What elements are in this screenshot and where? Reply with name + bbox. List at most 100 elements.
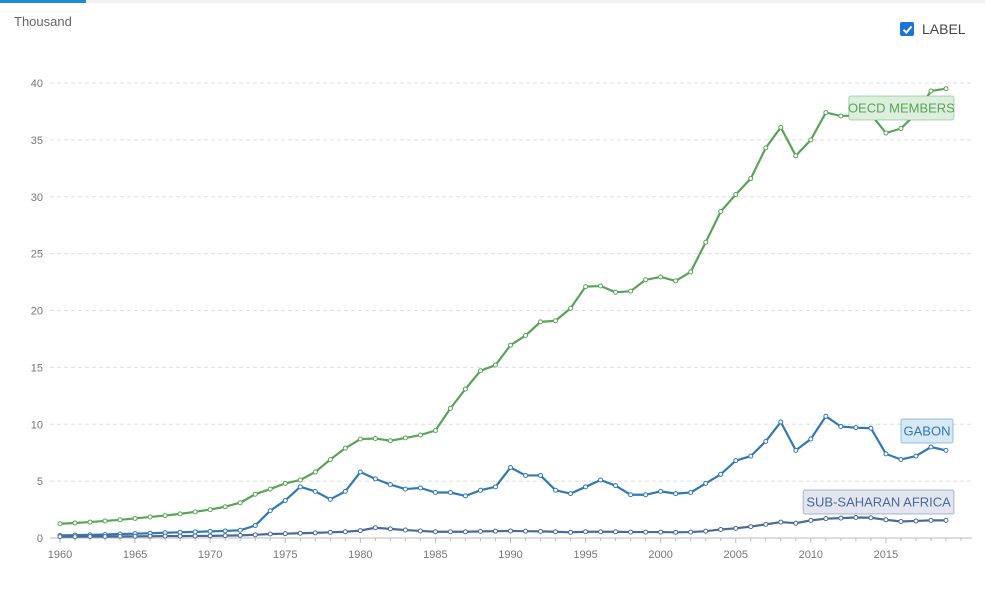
y-tick-label-25: 25 [31, 249, 43, 261]
data-point-oecd-members [703, 239, 709, 245]
data-point-gabon [928, 444, 934, 450]
data-point-oecd-members [748, 176, 754, 182]
data-point-oecd-members [658, 274, 664, 280]
data-point-oecd-members [117, 517, 123, 523]
data-point-sub-saharan-africa [387, 526, 393, 532]
data-point-sub-saharan-africa [673, 529, 679, 535]
data-point-oecd-members [598, 283, 604, 289]
data-point-oecd-members [147, 514, 153, 520]
data-point-sub-saharan-africa [312, 530, 318, 536]
data-point-gabon [913, 453, 919, 459]
data-point-sub-saharan-africa [853, 515, 859, 521]
data-point-gabon [192, 529, 198, 535]
series-label-gabon: GABON [900, 418, 954, 444]
data-point-oecd-members [583, 284, 589, 290]
data-point-gabon [102, 531, 108, 537]
data-point-sub-saharan-africa [913, 518, 919, 524]
data-point-sub-saharan-africa [688, 529, 694, 535]
data-point-gabon [808, 436, 814, 442]
x-tick-label-1970: 1970 [198, 549, 222, 561]
series-line-sub-saharan-africa [60, 516, 946, 538]
label-toggle-text: LABEL [922, 21, 966, 37]
data-point-sub-saharan-africa [793, 520, 799, 526]
series-label-oecd-members: OECD MEMBERS [848, 95, 955, 121]
data-point-gabon [87, 532, 93, 538]
data-point-gabon [658, 488, 664, 494]
data-point-oecd-members [688, 269, 694, 275]
y-tick-label-0: 0 [37, 533, 43, 545]
data-point-sub-saharan-africa [402, 527, 408, 533]
data-point-gabon [447, 490, 453, 495]
data-point-sub-saharan-africa [718, 526, 724, 532]
data-point-oecd-members [673, 278, 679, 284]
data-point-oecd-members [628, 288, 634, 294]
data-point-gabon [583, 484, 589, 490]
data-point-sub-saharan-africa [342, 529, 348, 535]
data-point-gabon [297, 484, 303, 490]
data-point-gabon [417, 485, 423, 491]
data-point-gabon [853, 425, 859, 431]
data-point-sub-saharan-africa [628, 529, 634, 535]
data-point-sub-saharan-africa [553, 529, 559, 535]
x-tick-label-2015: 2015 [874, 549, 898, 561]
label-toggle[interactable]: LABEL [900, 21, 966, 37]
x-tick-label-1990: 1990 [498, 549, 522, 561]
data-point-oecd-members [402, 435, 408, 441]
series-label-text: OECD MEMBERS [848, 101, 955, 116]
y-tick-label-30: 30 [31, 192, 43, 204]
data-point-oecd-members [868, 111, 874, 117]
data-point-oecd-members [267, 486, 273, 492]
data-point-gabon [793, 447, 799, 453]
series-line-oecd-members [59, 87, 947, 525]
x-tick-label-2010: 2010 [799, 549, 823, 561]
checkbox-checked-icon[interactable] [900, 22, 914, 36]
data-point-sub-saharan-africa [162, 533, 168, 539]
data-point-oecd-members [417, 432, 423, 438]
data-point-sub-saharan-africa [207, 533, 213, 539]
data-point-sub-saharan-africa [237, 532, 243, 538]
data-point-gabon [402, 486, 408, 492]
data-point-gabon [252, 522, 258, 528]
data-point-gabon [72, 532, 78, 538]
data-point-sub-saharan-africa [477, 528, 483, 534]
data-point-gabon [613, 483, 619, 489]
data-point-gabon [748, 453, 754, 459]
data-point-sub-saharan-africa [447, 529, 453, 535]
data-point-oecd-members [553, 318, 559, 324]
data-point-oecd-members [523, 333, 529, 339]
data-point-sub-saharan-africa [643, 529, 649, 535]
data-point-sub-saharan-africa [267, 531, 273, 537]
y-axis-unit-label: Thousand [14, 14, 72, 29]
y-tick-label-15: 15 [31, 362, 43, 374]
data-point-oecd-members [207, 507, 213, 513]
data-point-oecd-members [733, 191, 739, 197]
data-point-gabon [132, 531, 138, 537]
data-point-sub-saharan-africa [132, 533, 138, 539]
data-point-gabon [492, 484, 498, 490]
data-point-gabon [598, 477, 604, 483]
data-point-sub-saharan-africa [417, 528, 423, 534]
series-label-sub-saharan-africa: SUB-SAHARAN AFRICA [802, 489, 955, 515]
data-point-oecd-members [763, 145, 769, 151]
data-point-gabon [823, 413, 829, 419]
series-line-gabon [59, 415, 947, 537]
data-point-oecd-members [357, 436, 363, 442]
data-point-sub-saharan-africa [147, 533, 153, 539]
data-point-oecd-members [282, 480, 288, 486]
data-point-sub-saharan-africa [57, 534, 63, 540]
x-tick-label-1965: 1965 [123, 549, 147, 561]
data-point-gabon [778, 419, 784, 425]
data-point-oecd-members [462, 386, 468, 392]
series-group [57, 86, 949, 540]
data-point-gabon [147, 530, 153, 536]
data-point-sub-saharan-africa [598, 529, 604, 535]
data-point-sub-saharan-africa [868, 515, 874, 521]
data-point-gabon [432, 490, 438, 495]
data-point-oecd-members [162, 513, 168, 519]
data-point-gabon [372, 476, 378, 482]
data-point-gabon [508, 464, 513, 470]
y-tick-label-20: 20 [31, 306, 43, 318]
data-point-sub-saharan-africa [583, 529, 589, 535]
y-tick-label-10: 10 [31, 419, 43, 431]
